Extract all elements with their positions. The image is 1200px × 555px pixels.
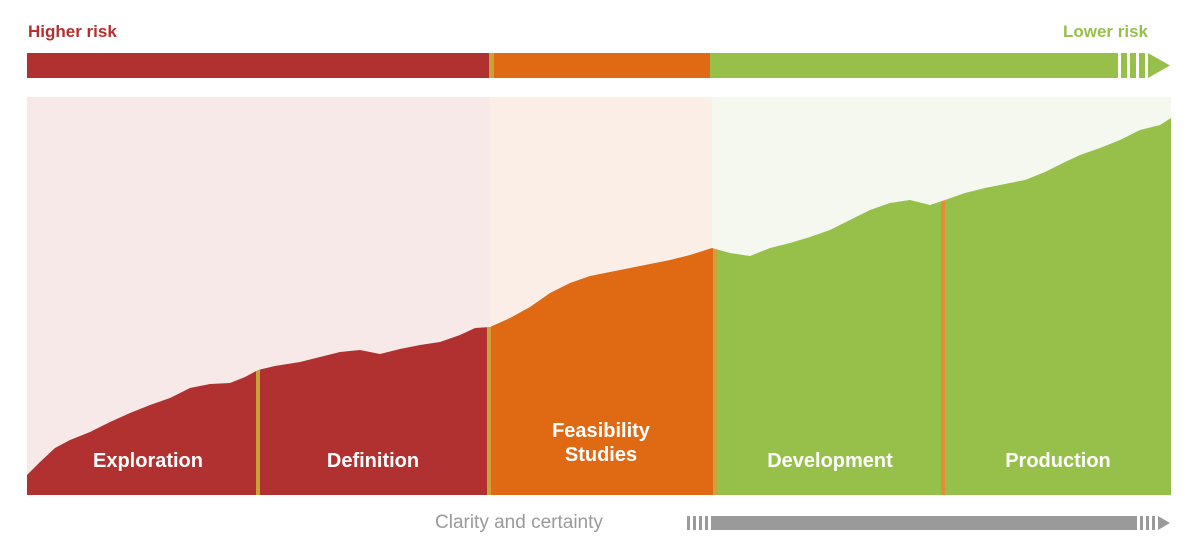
risk-bar-arrowhead (1148, 53, 1170, 78)
clarity-arrow-tick (699, 516, 702, 530)
stage-divider (941, 118, 945, 495)
stage-label-feasibility-studies: Feasibility Studies (490, 419, 712, 467)
risk-bar-low-segment (710, 53, 1118, 78)
feasibility-line-1: Feasibility (552, 420, 650, 442)
clarity-arrow-tick (1140, 516, 1143, 530)
clarity-certainty-label: Clarity and certainty (435, 512, 603, 533)
risk-bar-tick (1139, 53, 1145, 78)
risk-arrow-bar (27, 53, 1170, 78)
stage-label-production: Production (1005, 450, 1111, 472)
clarity-arrow-tick (1146, 516, 1149, 530)
clarity-arrow-tick (687, 516, 690, 530)
clarity-arrowhead (1158, 516, 1170, 530)
risk-bar-tick (1121, 53, 1127, 78)
risk-bar-tick (1130, 53, 1136, 78)
stage-label-definition: Definition (326, 450, 420, 472)
stage-label-development: Development (767, 450, 893, 472)
clarity-arrow-tick (1152, 516, 1155, 530)
clarity-arrow-shaft (711, 516, 1137, 530)
risk-bar-divider (489, 53, 494, 78)
clarity-arrow-tick (693, 516, 696, 530)
clarity-arrow (687, 516, 1170, 530)
higher-risk-label: Higher risk (28, 22, 117, 41)
clarity-arrow-tick (705, 516, 708, 530)
lower-risk-label: Lower risk (1062, 22, 1148, 41)
feasibility-line-2: Studies (564, 444, 638, 466)
risk-bar-high-segment (27, 53, 489, 78)
risk-bar-medium-segment (494, 53, 710, 78)
stage-divider (713, 118, 717, 495)
stage-label-exploration: Exploration (92, 450, 203, 472)
